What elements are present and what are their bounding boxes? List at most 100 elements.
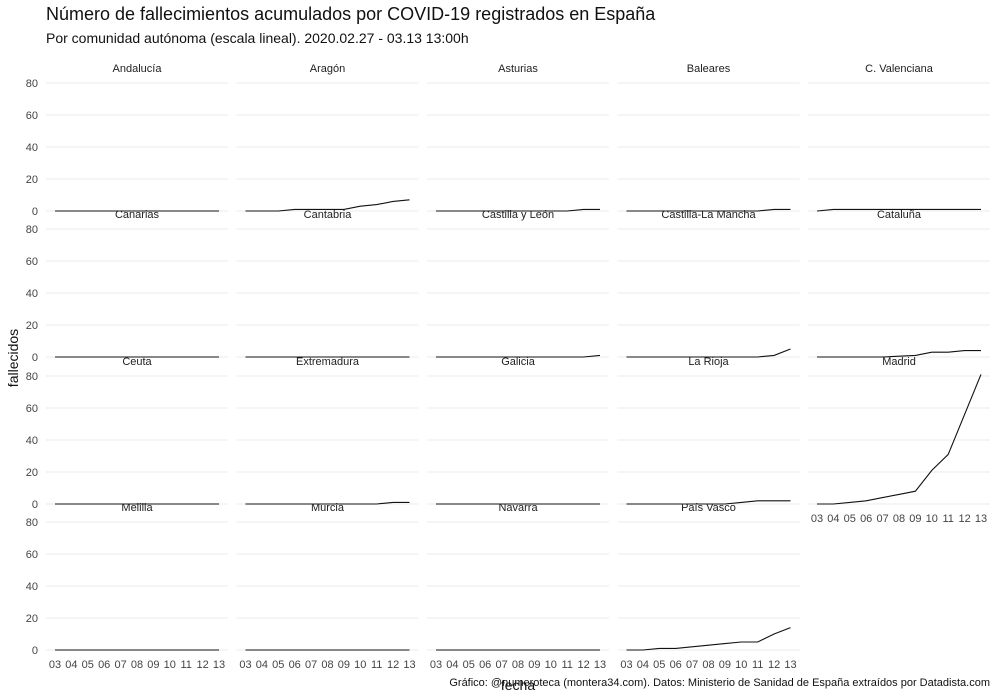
x-tick-label: 12 (196, 659, 208, 671)
x-tick-label: 06 (670, 659, 682, 671)
x-tick-label: 07 (114, 659, 126, 671)
series-line (817, 350, 981, 358)
y-tick-label: 80 (26, 517, 38, 529)
y-tick-label: 20 (26, 320, 38, 332)
x-tick-label: 08 (893, 513, 905, 525)
panel-title: Asturias (498, 63, 538, 75)
series-line (436, 208, 600, 212)
chart-title: Número de fallecimientos acumulados por … (46, 4, 656, 24)
x-tick-label: 11 (942, 513, 953, 525)
y-tick-label: 20 (26, 613, 38, 625)
chart-caption: Gráfico: @numeroteca (montera34.com). Da… (449, 677, 990, 689)
x-tick-label: 04 (256, 659, 268, 671)
x-tick-label: 03 (49, 659, 61, 671)
x-tick-label: 05 (844, 513, 856, 525)
panel-title: Galicia (501, 356, 536, 368)
x-tick-label: 12 (958, 513, 970, 525)
series-line (817, 374, 982, 505)
x-tick-label: 08 (512, 659, 524, 671)
x-tick-label: 11 (752, 659, 763, 671)
x-tick-label: 09 (147, 659, 159, 671)
x-tick-label: 13 (403, 659, 415, 671)
x-tick-label: 09 (719, 659, 731, 671)
x-tick-label: 06 (98, 659, 110, 671)
panel-title: Extremadura (296, 356, 360, 368)
x-tick-label: 13 (784, 659, 796, 671)
x-tick-label: 07 (876, 513, 888, 525)
y-tick-label: 60 (26, 110, 38, 122)
series-line (626, 627, 791, 651)
panel-title: Andalucía (113, 63, 163, 75)
y-tick-label: 80 (26, 78, 38, 90)
x-tick-label: 11 (561, 659, 572, 671)
series-line (245, 501, 410, 505)
x-tick-label: 04 (65, 659, 77, 671)
panel-title: Cantabria (304, 209, 353, 221)
x-tick-label: 11 (180, 659, 191, 671)
x-tick-label: 12 (768, 659, 780, 671)
x-tick-label: 09 (338, 659, 350, 671)
x-tick-label: 10 (735, 659, 747, 671)
x-tick-label: 03 (239, 659, 251, 671)
y-tick-label: 40 (26, 288, 38, 300)
x-tick-label: 08 (702, 659, 714, 671)
y-tick-label: 40 (26, 581, 38, 593)
x-tick-label: 10 (354, 659, 366, 671)
panel-title: Ceuta (122, 356, 152, 368)
series-line (816, 208, 981, 212)
panel-title: Navarra (498, 502, 538, 514)
series-line (626, 208, 791, 212)
x-tick-label: 10 (164, 659, 176, 671)
y-tick-label: 0 (32, 499, 38, 511)
y-axis-label: fallecidos (5, 329, 21, 387)
x-tick-label: 10 (545, 659, 557, 671)
x-tick-label: 03 (430, 659, 442, 671)
series-line (626, 500, 791, 505)
y-tick-label: 80 (26, 371, 38, 383)
chart-subtitle: Por comunidad autónoma (escala lineal). … (46, 30, 469, 46)
x-tick-label: 13 (594, 659, 606, 671)
x-tick-label: 04 (827, 513, 839, 525)
panel-title: Cataluña (877, 209, 922, 221)
panel-title: Aragón (310, 63, 345, 75)
x-tick-label: 10 (926, 513, 938, 525)
x-tick-label: 13 (975, 513, 987, 525)
x-tick-label: 05 (82, 659, 94, 671)
panel-title: Madrid (882, 356, 916, 368)
y-tick-label: 80 (26, 224, 38, 236)
x-tick-label: 11 (371, 659, 382, 671)
y-tick-label: 0 (32, 352, 38, 364)
x-tick-label: 05 (463, 659, 475, 671)
x-tick-label: 06 (860, 513, 872, 525)
panel-title: Castilla y León (482, 209, 554, 221)
y-tick-label: 40 (26, 435, 38, 447)
y-tick-label: 40 (26, 142, 38, 154)
x-tick-label: 05 (653, 659, 665, 671)
x-tick-label: 03 (620, 659, 632, 671)
x-tick-label: 05 (272, 659, 284, 671)
y-tick-label: 0 (32, 206, 38, 218)
y-tick-label: 60 (26, 256, 38, 268)
panel-title: C. Valenciana (865, 63, 934, 75)
y-tick-label: 20 (26, 467, 38, 479)
panel-title: Castilla-La Mancha (661, 209, 756, 221)
x-tick-label: 07 (495, 659, 507, 671)
x-tick-label: 08 (321, 659, 333, 671)
series-line (626, 348, 791, 358)
x-tick-label: 03 (811, 513, 823, 525)
panel-title: Melilla (121, 502, 153, 514)
x-tick-label: 12 (387, 659, 399, 671)
x-tick-label: 13 (213, 659, 225, 671)
x-tick-label: 06 (479, 659, 491, 671)
y-tick-label: 60 (26, 549, 38, 561)
x-tick-label: 12 (577, 659, 589, 671)
x-tick-label: 09 (909, 513, 921, 525)
panel-title: Baleares (687, 63, 731, 75)
panel-title: Murcia (311, 502, 345, 514)
x-tick-label: 06 (289, 659, 301, 671)
panel-title: La Rioja (688, 356, 729, 368)
y-tick-label: 20 (26, 174, 38, 186)
x-tick-label: 07 (686, 659, 698, 671)
x-tick-label: 08 (131, 659, 143, 671)
